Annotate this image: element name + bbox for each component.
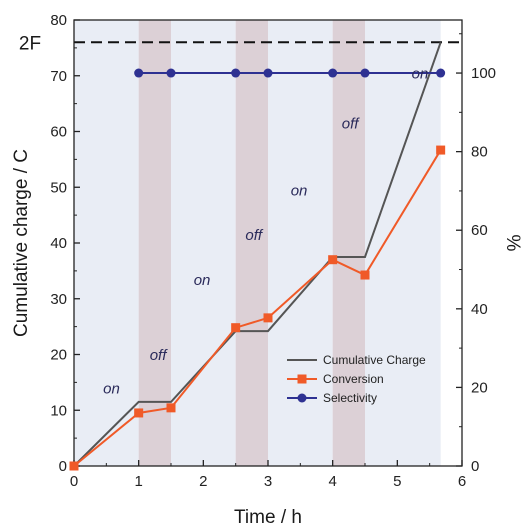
y-right-tick-label: 60 (471, 222, 488, 239)
conversion-point (166, 403, 176, 413)
conversion-point (360, 270, 370, 280)
y-left-tick-label: 20 (50, 347, 67, 364)
state-label-on: on (103, 381, 120, 398)
y-right-axis-title: % (502, 235, 523, 252)
legend-marker-circle (297, 393, 307, 403)
region-on-6 (365, 20, 441, 466)
x-tick-label: 4 (328, 473, 336, 490)
y-left-tick-label: 40 (50, 235, 67, 252)
x-axis-title: Time / h (234, 507, 302, 528)
y-right-tick-label: 80 (471, 144, 488, 161)
y-left-tick-label: 0 (59, 458, 67, 475)
state-label-on: on (291, 183, 308, 200)
y-left-axis-title: Cumulative charge / C (11, 149, 32, 337)
axis-titles: Time / h Cumulative charge / C% (11, 149, 523, 528)
selectivity-point (231, 68, 241, 78)
region-off-3 (235, 20, 268, 466)
conversion-point (328, 255, 338, 265)
reference-line-label: 2F (19, 33, 41, 54)
region-on-4 (268, 20, 333, 466)
series-group (69, 41, 446, 471)
y-right-tick-label: 100 (471, 65, 496, 82)
region-on-2 (171, 20, 236, 466)
x-tick-label: 1 (134, 473, 142, 490)
region-on-0 (74, 20, 139, 466)
reference-line-group: 2F (19, 33, 462, 54)
state-label-off: off (245, 227, 264, 244)
legend-marker-square (297, 374, 307, 384)
selectivity-point (263, 68, 273, 78)
conversion-point (134, 408, 144, 418)
y-left-tick-label: 60 (50, 124, 67, 141)
x-tick-label: 2 (199, 473, 207, 490)
region-off-1 (138, 20, 171, 466)
conversion-point (263, 313, 273, 323)
x-tick-label: 0 (70, 473, 78, 490)
y-right-tick-label: 0 (471, 458, 479, 475)
region-off-5 (332, 20, 365, 466)
y-left-tick-label: 50 (50, 179, 67, 196)
state-label-off: off (342, 116, 361, 133)
selectivity-point (360, 68, 370, 78)
state-labels: on off on off on off on (103, 66, 428, 398)
y-left-tick-label: 70 (50, 68, 67, 85)
state-label-off: off (150, 347, 169, 364)
selectivity-point (436, 68, 446, 78)
y-left-tick-label: 80 (50, 12, 67, 29)
series-line-1 (73, 149, 442, 467)
series-line-0 (73, 41, 442, 467)
conversion-point (231, 323, 241, 333)
selectivity-point (134, 68, 144, 78)
background-regions (74, 20, 441, 466)
y-left-tick-label: 30 (50, 291, 67, 308)
selectivity-point (166, 68, 176, 78)
state-label-on: on (194, 272, 211, 289)
y-left-tick-label: 10 (50, 402, 67, 419)
legend-label-1: Conversion (323, 372, 384, 386)
state-label-on: on (412, 66, 429, 83)
y-right-tick-label: 40 (471, 301, 488, 318)
x-tick-label: 3 (264, 473, 272, 490)
conversion-point (69, 461, 79, 471)
legend-label-2: Selectivity (323, 391, 377, 405)
y-right-tick-label: 20 (471, 379, 488, 396)
conversion-point (436, 145, 446, 155)
legend: Cumulative Charge Conversion Selectivity (287, 353, 426, 405)
x-tick-label: 6 (458, 473, 466, 490)
x-tick-label: 5 (393, 473, 401, 490)
selectivity-point (328, 68, 338, 78)
legend-label-0: Cumulative Charge (323, 353, 426, 367)
